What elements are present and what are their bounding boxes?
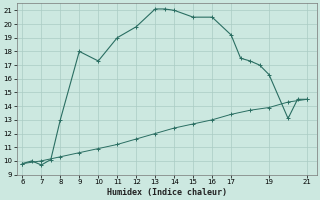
X-axis label: Humidex (Indice chaleur): Humidex (Indice chaleur) <box>107 188 227 197</box>
